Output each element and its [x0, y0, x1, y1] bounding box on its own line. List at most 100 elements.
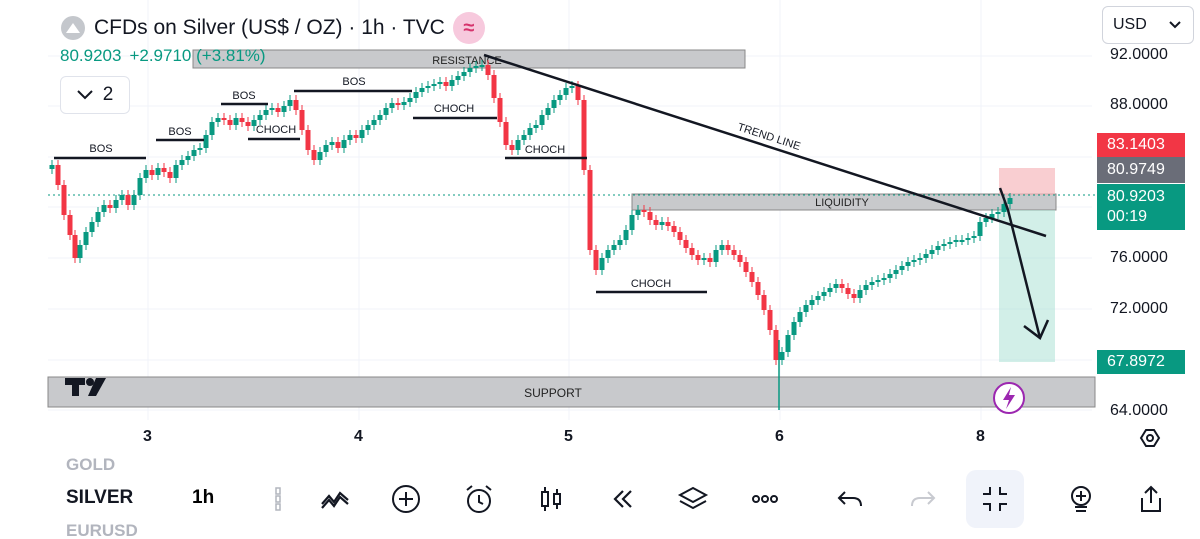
candle-body: [755, 282, 761, 295]
candle-body: [461, 72, 467, 76]
structure-labels: BOS BOS BOS CHOCH BOS CHOCH CHOCH CHOCH: [89, 76, 671, 290]
svg-text:CHOCH: CHOCH: [256, 124, 296, 136]
redo-icon[interactable]: [902, 478, 944, 520]
symbol-header[interactable]: CFDs on Silver (US$ / OZ) · 1h · TVC ≈: [60, 12, 485, 44]
candle-body: [761, 295, 767, 310]
candle-body: [803, 305, 809, 312]
candle-body: [929, 250, 935, 254]
candle-body: [659, 222, 665, 225]
candle-body: [875, 280, 881, 282]
bottom-toolbar: GOLD SILVER EURUSD 1h: [0, 455, 1200, 539]
candle-body: [113, 200, 119, 208]
candle-body: [737, 255, 743, 262]
candle-body: [521, 135, 527, 140]
candle-body: [347, 135, 353, 140]
interval-button[interactable]: 1h: [192, 487, 215, 508]
candle-body: [473, 66, 479, 68]
candle-body: [131, 195, 137, 205]
candle-body: [881, 278, 887, 280]
candle-body: [203, 135, 209, 148]
candle-body: [437, 82, 443, 84]
candle-body: [61, 185, 67, 215]
object-tree-icon[interactable]: [1060, 478, 1102, 520]
share-icon[interactable]: [1130, 478, 1172, 520]
currency-value: USD: [1113, 16, 1147, 33]
layers-icon[interactable]: [672, 478, 714, 520]
candle-body: [971, 236, 977, 238]
candle-body: [533, 125, 539, 128]
currency-select[interactable]: USD: [1102, 6, 1194, 44]
prev-symbol[interactable]: GOLD: [66, 455, 116, 474]
candle-body: [887, 274, 893, 278]
candle-body: [197, 148, 203, 150]
bar-countdown: 00:19: [1107, 208, 1148, 225]
candle-body: [725, 245, 731, 250]
more-icon[interactable]: [744, 478, 786, 520]
candle-body: [767, 310, 773, 330]
price-change: +2.9710 (+3.81%): [129, 46, 266, 65]
candle-body: [605, 250, 611, 258]
candle-body: [629, 215, 635, 230]
candle-body: [227, 120, 233, 125]
next-symbol[interactable]: EURUSD: [66, 521, 138, 539]
candle-body: [677, 232, 683, 240]
candle-body: [83, 232, 89, 245]
candle-body: [425, 86, 431, 88]
candle-body: [209, 122, 215, 135]
candle-body: [101, 205, 107, 212]
candle-body: [67, 215, 73, 235]
candle-body: [449, 80, 455, 86]
candles-icon[interactable]: [530, 478, 572, 520]
candle-body: [371, 120, 377, 125]
price-axis-label: 88.0000: [1110, 96, 1168, 113]
candle-body: [953, 240, 959, 242]
candle-body: [779, 352, 785, 360]
fullscreen-exit-icon[interactable]: [966, 470, 1024, 528]
candle-body: [1007, 198, 1013, 204]
candle-body: [221, 118, 227, 120]
indicators-toggle-button[interactable]: 2: [60, 76, 130, 114]
time-axis-label: 8: [976, 428, 985, 445]
add-icon[interactable]: [385, 478, 427, 520]
candle-body: [191, 150, 197, 156]
candle-body: [563, 88, 569, 95]
candle-body: [815, 296, 821, 300]
candle-body: [293, 100, 299, 110]
trend-line-label: TREND LINE: [736, 121, 802, 153]
candle-body: [149, 170, 155, 175]
price-chart[interactable]: RESISTANCE LIQUIDITY SUPPORT TREND LINE: [0, 0, 1200, 455]
candle-body: [305, 130, 311, 150]
candle-body: [977, 222, 983, 236]
stop-price-tag: 83.1403: [1097, 133, 1185, 157]
time-axis-label: 5: [564, 428, 573, 445]
drawing-tools-icon[interactable]: [314, 478, 356, 520]
candle-body: [215, 118, 221, 122]
undo-icon[interactable]: [829, 478, 871, 520]
candle-body: [857, 290, 863, 298]
current-symbol[interactable]: SILVER: [66, 487, 134, 508]
candle-body: [527, 128, 533, 135]
candle-body: [1001, 204, 1007, 212]
wave-indicator-icon[interactable]: ≈: [452, 12, 485, 44]
interval-drag-icon[interactable]: [258, 478, 300, 520]
candle-body: [377, 115, 383, 120]
candle-body: [797, 312, 803, 322]
replay-icon[interactable]: [601, 478, 643, 520]
candle-body: [269, 108, 275, 110]
candle-body: [72, 235, 78, 258]
candle-body: [863, 285, 869, 290]
alert-clock-icon[interactable]: [458, 478, 500, 520]
candle-body: [335, 142, 341, 148]
candle-body: [413, 92, 419, 98]
liquidity-label: LIQUIDITY: [815, 197, 869, 209]
candle-body: [401, 102, 407, 105]
support-zone: [47, 376, 1096, 408]
symbol-logo-icon: [61, 16, 85, 40]
candle-body: [995, 212, 1001, 214]
candle-body: [557, 95, 563, 100]
candle-body: [731, 250, 737, 255]
trend-line: [483, 53, 1047, 238]
candle-body: [899, 266, 905, 270]
lightning-icon: [993, 382, 1025, 414]
candle-body: [581, 100, 587, 170]
